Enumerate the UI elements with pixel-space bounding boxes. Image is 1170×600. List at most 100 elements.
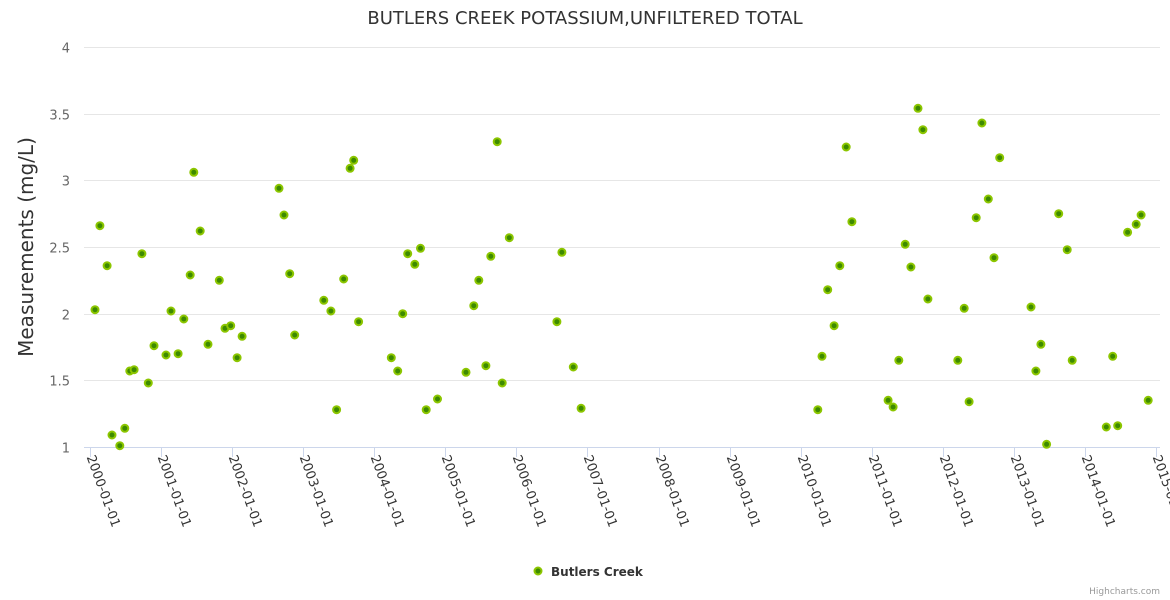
data-point[interactable]	[568, 362, 578, 372]
data-point[interactable]	[894, 355, 904, 365]
data-point[interactable]	[461, 367, 471, 377]
data-point[interactable]	[1031, 366, 1041, 376]
data-point[interactable]	[143, 378, 153, 388]
data-point[interactable]	[90, 305, 100, 315]
data-point[interactable]	[813, 405, 823, 415]
data-point[interactable]	[95, 221, 105, 231]
data-point[interactable]	[326, 306, 336, 316]
data-point[interactable]	[285, 269, 295, 279]
data-point[interactable]	[995, 153, 1005, 163]
data-point[interactable]	[964, 397, 974, 407]
data-point[interactable]	[416, 243, 425, 253]
x-tick-label: 2011-01-01	[865, 453, 905, 529]
data-point[interactable]	[913, 103, 923, 113]
data-point[interactable]	[339, 274, 349, 284]
data-point[interactable]	[195, 226, 205, 236]
data-point[interactable]	[345, 163, 355, 173]
data-point[interactable]	[552, 317, 562, 327]
data-point[interactable]	[923, 294, 933, 304]
data-point[interactable]	[1036, 339, 1046, 349]
data-point[interactable]	[433, 394, 442, 404]
data-point[interactable]	[977, 118, 987, 128]
data-point[interactable]	[492, 137, 502, 147]
data-point[interactable]	[279, 210, 289, 220]
data-point[interactable]	[237, 331, 247, 341]
data-point[interactable]	[290, 330, 300, 340]
data-point[interactable]	[386, 353, 396, 363]
data-point[interactable]	[161, 350, 171, 360]
data-point[interactable]	[474, 275, 484, 285]
data-point[interactable]	[1062, 245, 1072, 255]
data-point[interactable]	[232, 353, 242, 363]
data-point[interactable]	[137, 249, 147, 259]
data-point[interactable]	[166, 306, 176, 316]
x-tick-label: 2004-01-01	[367, 453, 407, 529]
data-point[interactable]	[1042, 439, 1052, 449]
legend-item-butlers-creek[interactable]: Butlers Creek	[533, 565, 644, 579]
data-point[interactable]	[486, 251, 496, 261]
data-point[interactable]	[900, 239, 910, 249]
data-point[interactable]	[214, 275, 224, 285]
data-point[interactable]	[959, 303, 969, 313]
data-point[interactable]	[107, 430, 117, 440]
legend-label: Butlers Creek	[551, 565, 644, 579]
data-point[interactable]	[504, 233, 514, 243]
data-point[interactable]	[953, 355, 963, 365]
data-point[interactable]	[421, 405, 431, 415]
data-point[interactable]	[1067, 355, 1077, 365]
data-point[interactable]	[403, 249, 413, 259]
data-point[interactable]	[557, 247, 567, 257]
data-point[interactable]	[989, 253, 999, 263]
data-point[interactable]	[173, 349, 183, 359]
data-point[interactable]	[1136, 210, 1146, 220]
data-point[interactable]	[115, 441, 125, 451]
data-point[interactable]	[1131, 219, 1141, 229]
data-point[interactable]	[120, 423, 130, 433]
y-tick-label: 3	[62, 175, 70, 190]
data-point[interactable]	[841, 142, 851, 152]
credits-link[interactable]: Highcharts.com	[1089, 587, 1160, 597]
data-point[interactable]	[332, 405, 342, 415]
data-point[interactable]	[835, 261, 845, 271]
data-point[interactable]	[576, 403, 586, 413]
data-point[interactable]	[971, 213, 981, 223]
data-point[interactable]	[888, 402, 898, 412]
data-point[interactable]	[469, 301, 479, 311]
data-point[interactable]	[274, 183, 284, 193]
data-point[interactable]	[1143, 395, 1153, 405]
data-point[interactable]	[481, 361, 491, 371]
data-point[interactable]	[226, 321, 236, 331]
data-point[interactable]	[829, 321, 839, 331]
data-point[interactable]	[883, 395, 893, 405]
data-point[interactable]	[1108, 351, 1118, 361]
data-point[interactable]	[393, 366, 403, 376]
data-point[interactable]	[349, 155, 359, 165]
data-point[interactable]	[817, 351, 827, 361]
data-point[interactable]	[319, 295, 329, 305]
x-tick-label: 2005-01-01	[438, 453, 478, 529]
data-point[interactable]	[398, 309, 408, 319]
y-tick-label: 3.5	[49, 109, 70, 124]
data-point[interactable]	[497, 378, 507, 388]
data-point[interactable]	[1026, 302, 1036, 312]
data-point[interactable]	[129, 365, 139, 375]
data-point[interactable]	[410, 259, 420, 269]
data-point[interactable]	[983, 194, 993, 204]
data-point[interactable]	[354, 317, 364, 327]
data-point[interactable]	[823, 285, 833, 295]
data-point[interactable]	[179, 314, 189, 324]
data-point[interactable]	[102, 261, 112, 271]
data-point[interactable]	[203, 339, 213, 349]
data-point[interactable]	[906, 262, 916, 272]
data-point[interactable]	[185, 270, 195, 280]
data-point[interactable]	[1113, 421, 1123, 431]
data-point[interactable]	[847, 217, 857, 227]
data-point[interactable]	[918, 125, 928, 135]
data-point[interactable]	[149, 341, 159, 351]
data-point[interactable]	[189, 167, 199, 177]
data-point[interactable]	[1054, 209, 1064, 219]
x-tick-label: 2003-01-01	[296, 453, 336, 529]
data-point[interactable]	[1123, 227, 1133, 237]
data-point[interactable]	[1101, 422, 1111, 432]
